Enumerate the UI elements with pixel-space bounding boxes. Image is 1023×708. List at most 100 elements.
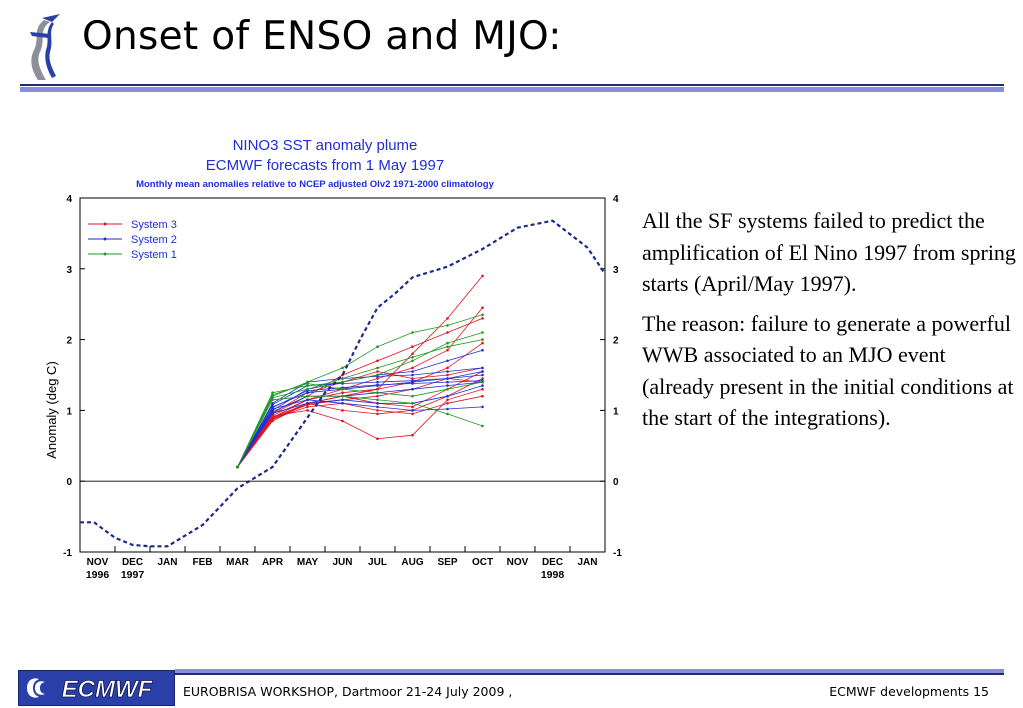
forecast-point <box>306 391 309 395</box>
forecast-member-line <box>237 332 483 468</box>
body-paragraph-2: The reason: failure to generate a powerf… <box>642 310 1014 431</box>
chart-subtitle: ECMWF forecasts from 1 May 1997 <box>206 157 444 174</box>
forecast-point <box>411 379 414 382</box>
forecast-point <box>376 412 379 416</box>
forecast-point <box>411 402 414 405</box>
forecast-point <box>376 405 379 409</box>
forecast-member-line <box>237 388 483 468</box>
forecast-point <box>376 359 379 363</box>
x-tick-label: MAY <box>297 557 319 568</box>
nino3-plume-chart: NINO3 SST anomaly plume ECMWF forecasts … <box>44 137 622 581</box>
slide-title: Onset of ENSO and MJO: <box>82 14 562 59</box>
y-tick-label-left: 3 <box>66 265 72 276</box>
forecast-member-line <box>237 275 483 468</box>
y-axis-label: Anomaly (deg C) <box>44 361 59 459</box>
forecast-point <box>376 398 379 402</box>
y-tick-label-left: 1 <box>66 406 72 417</box>
x-tick-label: NOV <box>87 557 109 568</box>
slide-body: All the SF systems failed to predict the… <box>642 205 1017 442</box>
x-tick-label: JUL <box>368 557 387 568</box>
ecmwf-footer-logo: ECMWF <box>18 670 175 706</box>
forecast-member-line <box>237 371 483 468</box>
forecast-member-line <box>237 314 483 468</box>
forecast-point <box>306 394 309 398</box>
forecast-point <box>376 366 379 370</box>
forecast-point <box>306 384 309 387</box>
forecast-point <box>481 366 484 370</box>
forecast-point <box>481 387 484 391</box>
x-tick-label: SEP <box>437 557 457 568</box>
x-tick-label: MAR <box>226 557 250 568</box>
forecast-point <box>376 370 379 373</box>
y-tick-label-left: -1 <box>63 548 72 559</box>
legend-label: System 1 <box>131 249 177 261</box>
forecast-point <box>271 403 274 407</box>
forecast-point <box>376 387 379 391</box>
forecast-point <box>446 359 449 363</box>
forecast-point <box>411 345 414 348</box>
forecast-point <box>376 391 379 395</box>
forecast-member-line <box>237 378 483 468</box>
forecast-point <box>481 348 484 352</box>
forecast-point <box>446 384 449 387</box>
forecast-member-line <box>237 380 483 468</box>
forecast-point <box>446 341 449 345</box>
forecast-point <box>341 398 344 402</box>
forecast-point <box>376 373 379 377</box>
forecast-point <box>411 409 414 412</box>
forecast-point <box>446 412 449 416</box>
forecast-member-line <box>237 399 483 468</box>
forecast-point <box>481 380 484 384</box>
forecast-point <box>271 406 274 409</box>
forecast-point <box>446 394 449 398</box>
x-tick-label: JUN <box>332 557 352 568</box>
forecast-point <box>306 382 309 385</box>
forecast-point <box>341 380 344 384</box>
y-tick-label-right: 1 <box>613 406 619 417</box>
x-tick-label: APR <box>262 557 284 568</box>
chart-subtitle-2: Monthly mean anomalies relative to NCEP … <box>136 179 495 190</box>
forecast-member-line <box>237 367 483 468</box>
forecast-point <box>376 377 379 380</box>
y-tick-label-left: 4 <box>66 194 72 205</box>
forecast-point <box>411 359 414 363</box>
forecast-point <box>481 405 484 409</box>
forecast-point <box>306 398 309 402</box>
x-year-label: 1998 <box>541 569 565 581</box>
chart-title: NINO3 SST anomaly plume <box>233 137 418 154</box>
forecast-point <box>481 394 484 398</box>
footer-page-label: ECMWF developments 15 <box>829 684 989 699</box>
forecast-point <box>446 324 449 327</box>
forecast-point <box>481 313 484 317</box>
x-tick-label: NOV <box>507 557 529 568</box>
forecast-point <box>411 352 414 356</box>
forecast-point <box>481 306 484 309</box>
forecast-point <box>446 373 449 377</box>
x-year-label: 1996 <box>86 569 110 581</box>
plot-frame <box>79 197 606 553</box>
forecast-point <box>271 393 274 397</box>
forecast-point <box>446 345 449 348</box>
forecast-point <box>376 383 379 387</box>
forecast-member-line <box>237 378 483 468</box>
forecast-point <box>411 387 414 391</box>
footer-divider-dark <box>175 673 1004 675</box>
forecast-member-line <box>237 395 483 468</box>
y-tick-label-left: 0 <box>66 477 72 488</box>
forecast-point <box>411 370 414 373</box>
y-tick-label-right: -1 <box>613 548 622 559</box>
forecast-point <box>411 377 414 380</box>
forecast-point <box>411 356 414 359</box>
forecast-point <box>481 317 484 320</box>
title-divider <box>20 84 1004 86</box>
title-divider-accent <box>20 87 1004 92</box>
forecast-point <box>411 382 414 385</box>
forecast-point <box>481 377 484 380</box>
forecast-point <box>481 274 484 278</box>
forecast-point <box>446 398 449 402</box>
forecast-point <box>306 402 309 405</box>
forecast-point <box>446 377 449 380</box>
forecast-point <box>481 424 484 428</box>
forecast-point <box>271 391 274 395</box>
forecast-point <box>306 405 309 409</box>
